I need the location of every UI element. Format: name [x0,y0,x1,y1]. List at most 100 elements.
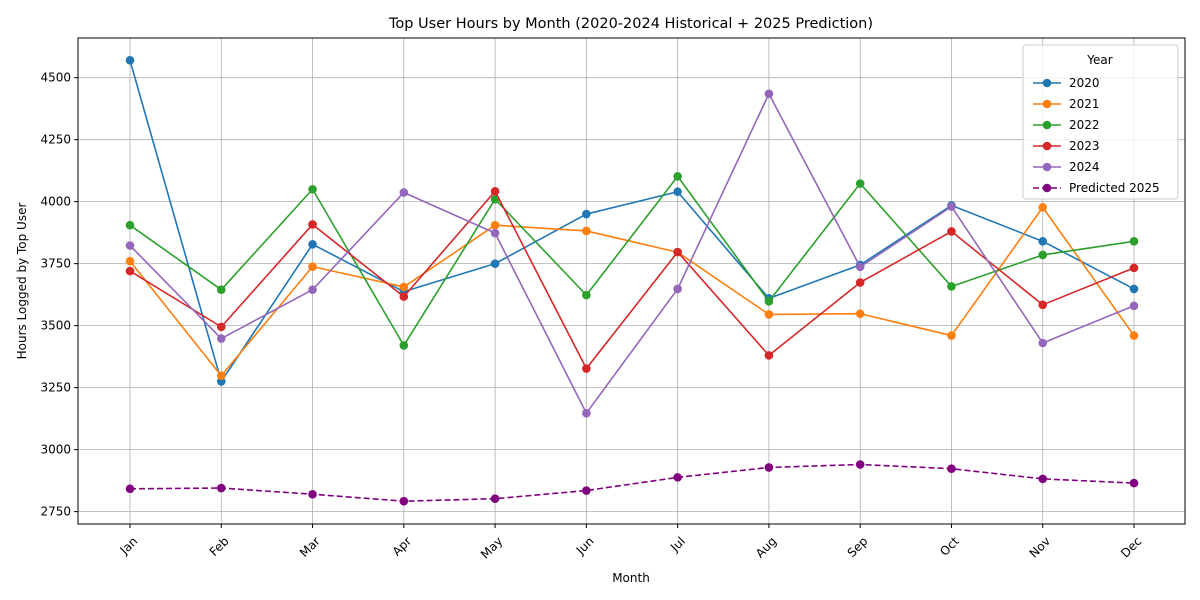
legend-marker [1042,99,1052,109]
series-line [129,92,1135,414]
legend-entry: 2020 [1033,76,1100,90]
data-point [216,483,226,493]
data-point [1038,250,1048,260]
data-point [308,184,317,194]
legend-label: Predicted 2025 [1069,181,1160,195]
data-point [855,262,865,272]
data-point [399,188,409,197]
data-point [947,202,956,211]
data-point [490,494,500,504]
data-point [855,309,865,319]
data-point [764,351,774,360]
data-point [399,341,409,350]
series-2022 [125,172,1139,350]
data-point [947,282,956,291]
data-point [947,227,956,236]
series-line [129,60,1135,383]
data-point [1129,263,1139,273]
data-point [673,247,682,257]
legend-label: 2023 [1069,139,1100,153]
legend: Year 2020 2021 2022 2023 2024 Predicted 2025 [1022,44,1179,200]
series-2024 [125,89,1139,418]
data-point [582,290,591,300]
data-point [125,256,135,266]
data-point [308,285,317,294]
y-tick-label: 4000 [40,195,71,209]
data-point [764,310,774,319]
data-point [490,220,500,230]
data-point [216,322,226,332]
data-point [1129,301,1139,311]
data-point [216,334,226,343]
y-tick-label: 4250 [40,133,71,147]
data-point [673,172,682,181]
data-point [308,262,317,271]
series-2023 [125,186,1139,373]
data-point [855,460,865,469]
legend-marker [1042,120,1052,130]
data-point [490,228,500,238]
x-axis-title: Month [612,571,650,585]
data-point [582,226,591,236]
legend-label: 2021 [1069,97,1100,111]
data-point [582,209,591,219]
data-point [399,496,409,506]
data-point [582,486,591,495]
series-line [129,175,1135,347]
data-point [673,473,682,482]
series-line [129,206,1135,377]
series-line [129,463,1135,502]
data-point [673,187,682,197]
legend-entry: 2023 [1033,139,1100,153]
data-point [1129,331,1139,340]
data-point [125,484,135,494]
series-line [129,190,1135,370]
data-point [947,464,956,474]
data-point [582,364,591,373]
data-point [855,278,865,287]
data-point [308,489,317,499]
legend-entry: Predicted 2025 [1033,181,1160,195]
legend-marker [1042,78,1052,88]
plot-area-frame [77,37,1186,525]
data-point [947,331,956,340]
y-tick-label: 2750 [40,505,71,519]
y-tick-label: 3500 [40,319,71,333]
series-lines [125,56,1139,506]
legend-entry: 2021 [1033,97,1100,111]
data-point [216,285,226,294]
data-point [1129,237,1139,246]
data-point [1038,474,1048,484]
y-tick-label: 3750 [40,257,71,271]
data-point [125,241,135,250]
data-point [216,371,226,381]
data-point [764,297,774,306]
y-axis-title: Hours Logged by Top User [15,203,29,360]
legend-label: 2022 [1069,118,1100,132]
data-point [125,56,135,65]
data-point [399,282,409,292]
legend-label: 2020 [1069,76,1100,90]
data-point [855,179,865,188]
data-point [1129,478,1139,488]
legend-box [1022,44,1179,200]
data-point [1129,284,1139,294]
data-point [1038,338,1048,348]
data-point [582,408,591,418]
data-point [764,89,774,99]
data-point [308,220,317,229]
legend-marker [1042,141,1052,151]
data-point [490,259,500,268]
data-point [1038,237,1048,246]
data-point [125,220,135,230]
chart-title: Top User Hours by Month (2020-2024 Histo… [388,16,873,32]
y-tick-label: 3000 [40,443,71,457]
data-point [490,186,500,196]
series-predicted-2025 [125,460,1139,506]
y-tick-label: 3250 [40,381,71,395]
legend-entry: 2024 [1033,160,1100,174]
legend-entry: 2022 [1033,118,1100,132]
data-point [673,284,682,294]
